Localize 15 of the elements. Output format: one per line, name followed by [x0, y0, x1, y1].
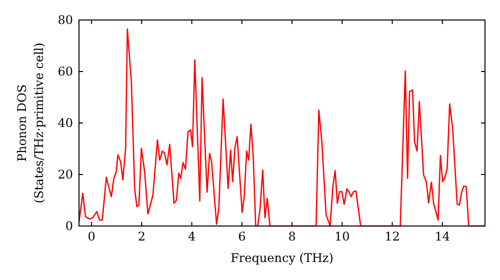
x-tick-label: 4: [188, 230, 196, 244]
x-tick-label: 0: [88, 230, 96, 244]
x-tick-label: 10: [334, 230, 350, 244]
y-tick-label: 60: [58, 64, 73, 78]
y-axis-title: Phonon DOS (States/THz·primitive cell): [15, 42, 46, 204]
x-tick-label: 14: [434, 230, 450, 244]
y-tick-label: 40: [58, 116, 73, 130]
x-tick-label: 2: [138, 230, 146, 244]
y-tick-label: 0: [65, 218, 73, 233]
x-axis-title: Frequency (THz): [230, 251, 334, 265]
y-tick-label: 80: [58, 12, 73, 27]
x-tick-label: 12: [384, 230, 400, 244]
x-tick-label: 6: [238, 230, 246, 244]
y-tick-label: 20: [58, 167, 73, 182]
x-tick-label: 8: [288, 230, 296, 244]
